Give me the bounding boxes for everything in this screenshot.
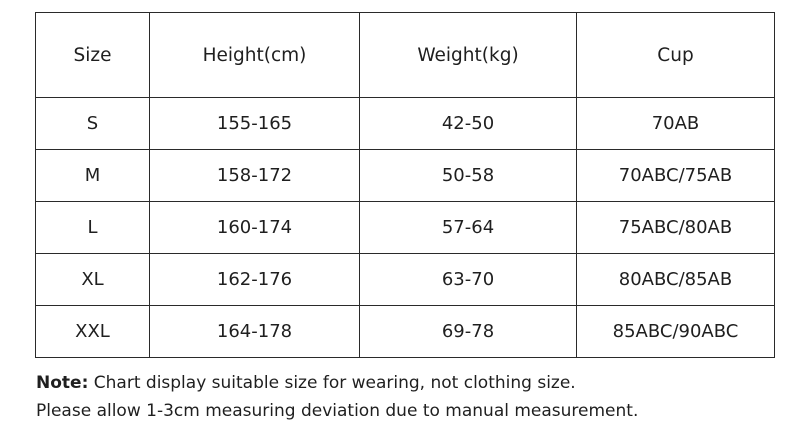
cell-weight: 63-70 [359,253,577,306]
cell-weight: 50-58 [359,149,577,202]
cell-size: XL [35,253,150,306]
size-chart-header: Size Height(cm) Weight(kg) Cup [35,12,775,98]
note-label: Note: [36,373,89,393]
cell-cup: 70AB [576,97,775,150]
cell-height: 164-178 [149,305,360,358]
cell-size: L [35,201,150,254]
table-row: XL 162-176 63-70 80ABC/85AB [35,253,775,306]
size-chart-body: S 155-165 42-50 70AB M 158-172 50-58 70A… [35,97,775,358]
note-line-2: Please allow 1-3cm measuring deviation d… [36,401,639,421]
cell-size: M [35,149,150,202]
cell-height: 162-176 [149,253,360,306]
cell-size: XXL [35,305,150,358]
cell-height: 160-174 [149,201,360,254]
cell-cup: 70ABC/75AB [576,149,775,202]
table-row: M 158-172 50-58 70ABC/75AB [35,149,775,202]
cell-weight: 42-50 [359,97,577,150]
header-row: Size Height(cm) Weight(kg) Cup [35,12,775,98]
note-text: Chart display suitable size for wearing,… [88,373,576,393]
table-row: XXL 164-178 69-78 85ABC/90ABC [35,305,775,358]
cell-weight: 57-64 [359,201,577,254]
cell-height: 158-172 [149,149,360,202]
header-height: Height(cm) [149,12,360,98]
notes-section: Note: Chart display suitable size for we… [36,369,776,425]
header-cup: Cup [576,12,775,98]
size-chart-table: Size Height(cm) Weight(kg) Cup S 155-165… [35,12,775,358]
cell-weight: 69-78 [359,305,577,358]
table-row: L 160-174 57-64 75ABC/80AB [35,201,775,254]
note-line-1: Note: Chart display suitable size for we… [36,369,776,397]
cell-cup: 85ABC/90ABC [576,305,775,358]
cell-cup: 80ABC/85AB [576,253,775,306]
header-size: Size [35,12,150,98]
cell-cup: 75ABC/80AB [576,201,775,254]
cell-height: 155-165 [149,97,360,150]
header-weight: Weight(kg) [359,12,577,98]
table-row: S 155-165 42-50 70AB [35,97,775,150]
cell-size: S [35,97,150,150]
